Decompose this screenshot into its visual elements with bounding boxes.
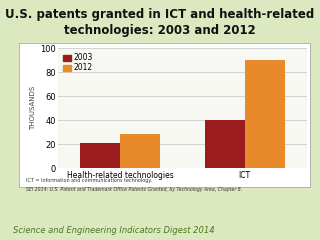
Text: ICT = information and communications technology.: ICT = information and communications tec… bbox=[26, 178, 152, 183]
Bar bbox=[245, 60, 285, 168]
Legend: 2003, 2012: 2003, 2012 bbox=[61, 52, 94, 74]
Bar bbox=[205, 120, 245, 168]
Text: U.S. patents granted in ICT and health-related
technologies: 2003 and 2012: U.S. patents granted in ICT and health-r… bbox=[5, 8, 315, 37]
Text: SEI 2014: U.S. Patent and Trademark Office Patents Granted, by Technology Area, : SEI 2014: U.S. Patent and Trademark Offi… bbox=[26, 187, 242, 192]
Text: Science and Engineering Indicators Digest 2014: Science and Engineering Indicators Diges… bbox=[13, 226, 214, 235]
Bar bbox=[80, 143, 120, 168]
Y-axis label: THOUSANDS: THOUSANDS bbox=[30, 86, 36, 130]
Bar bbox=[120, 134, 160, 168]
